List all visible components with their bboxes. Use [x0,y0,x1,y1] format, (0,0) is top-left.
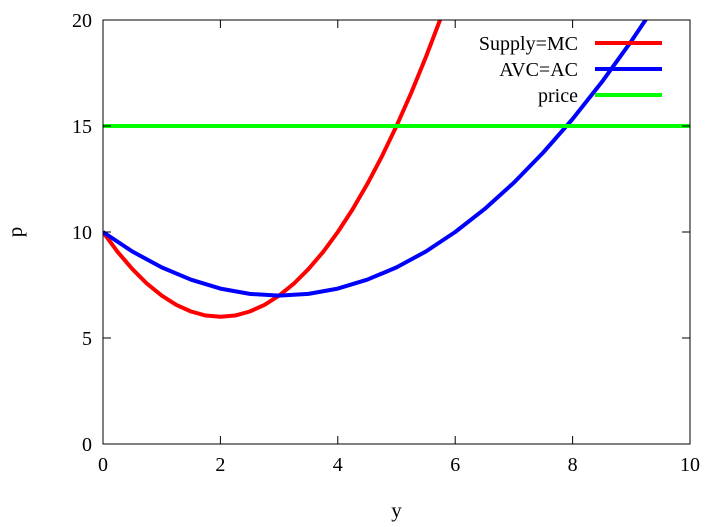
x-tick-label: 10 [680,454,700,476]
legend-label: AVC=AC [499,59,578,81]
x-tick-label: 6 [450,454,460,476]
legend: Supply=MC AVC=AC price [479,33,662,107]
y-axis-label: p [3,227,27,238]
plot-content [103,20,690,319]
series-line-avc-ac [103,20,648,298]
legend-label: Supply=MC [479,33,578,55]
x-tick-label: 0 [98,454,108,476]
y-tick-label: 20 [72,10,92,32]
ticks-group: 0 2 4 6 8 10 0 5 10 15 20 [72,10,700,476]
y-tick-label: 0 [82,434,92,456]
y-tick-label: 10 [72,222,92,244]
x-tick-label: 4 [333,454,343,476]
legend-label: price [538,85,578,107]
series-line-supply-mc [103,20,443,319]
x-axis-label: y [391,498,402,522]
x-tick-label: 8 [568,454,578,476]
y-tick-label: 5 [82,328,92,350]
y-tick-label: 15 [72,116,92,138]
x-tick-label: 2 [215,454,225,476]
